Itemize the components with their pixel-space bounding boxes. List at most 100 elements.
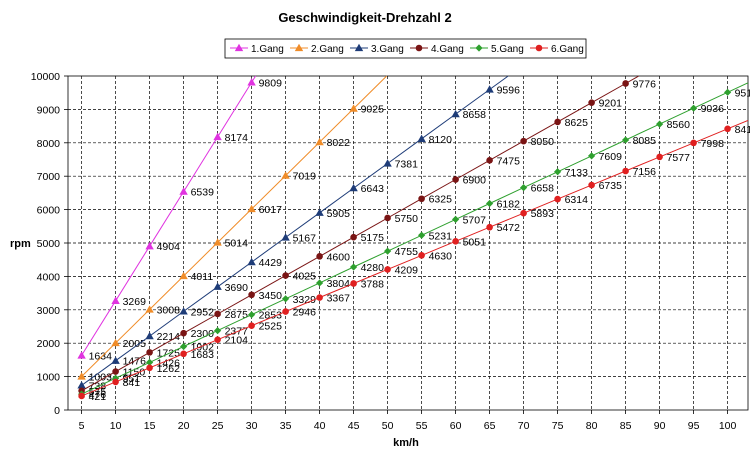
data-point [112, 374, 120, 382]
x-tick-label: 75 [552, 420, 564, 432]
data-point [180, 350, 187, 358]
data-point [486, 157, 493, 164]
x-axis: 5 10 15 20 25 30 35 40 45 50 55 60 65 70 75 80 85 90 95 100 [79, 410, 737, 432]
data-point [247, 204, 256, 213]
data-label: 4011 [191, 271, 214, 283]
data-point [384, 214, 391, 222]
data-label: 9596 [497, 84, 521, 96]
data-point [588, 152, 596, 160]
y-tick-label: 0 [54, 405, 60, 417]
data-label: 8625 [565, 117, 589, 129]
data-point [622, 80, 629, 87]
data-label: 4280 [361, 262, 385, 274]
data-point [554, 118, 561, 126]
data-point [520, 209, 527, 217]
legend-item-2.Gang: 2.Gang [290, 43, 344, 55]
data-label: 7609 [599, 151, 623, 163]
data-label: 4904 [157, 241, 181, 253]
x-tick-label: 85 [620, 420, 632, 432]
x-tick-label: 50 [382, 420, 394, 432]
legend-box [224, 38, 587, 59]
x-tick-label: 15 [144, 420, 156, 432]
data-label: 841 [123, 377, 141, 389]
data-label: 5051 [463, 236, 487, 248]
data-point [690, 104, 698, 112]
data-point [145, 242, 154, 250]
data-label: 1426 [157, 357, 181, 369]
data-point [179, 307, 188, 315]
data-label: 2300 [191, 328, 215, 340]
series-line [81, 75, 388, 377]
series-5.Gang: 4769511426190223772853332938044280475552… [78, 82, 750, 401]
y-tick-label: 2000 [37, 338, 61, 350]
data-point [349, 183, 358, 192]
data-point [247, 257, 256, 266]
x-tick-label: 5 [79, 420, 85, 432]
x-axis-title: km/h [393, 437, 419, 449]
x-tick-label: 55 [416, 420, 428, 432]
x-tick-label: 20 [178, 420, 190, 432]
data-point [622, 167, 629, 175]
data-point [588, 181, 595, 189]
data-point [690, 139, 697, 147]
data-point [316, 253, 323, 260]
data-point [554, 195, 561, 203]
legend: 1.Gang 2.Gang 3.Gang 4.Gang 5.Gang 6.Gang [224, 38, 587, 59]
x-tick-label: 95 [688, 420, 700, 432]
data-label: 8022 [327, 137, 351, 149]
y-tick-label: 5000 [37, 238, 61, 250]
x-tick-label: 25 [212, 420, 224, 432]
data-point [281, 171, 290, 179]
data-point [282, 272, 289, 279]
data-label: 6539 [191, 187, 215, 199]
data-label: 3804 [327, 278, 351, 290]
x-tick-label: 100 [719, 420, 737, 432]
data-point [485, 85, 494, 93]
data-point [350, 233, 357, 241]
data-point [724, 125, 731, 133]
legend-label: 5.Gang [491, 44, 524, 55]
legend-label: 2.Gang [311, 44, 344, 55]
x-tick-label: 60 [450, 420, 462, 432]
data-label: 7998 [701, 138, 725, 150]
data-label: 2875 [225, 309, 249, 321]
data-label: 7381 [395, 158, 419, 170]
data-point [146, 349, 153, 356]
x-tick-label: 35 [280, 420, 292, 432]
data-point [656, 153, 663, 161]
data-label: 3329 [293, 294, 317, 306]
data-label: 6643 [361, 183, 385, 195]
data-point [78, 392, 85, 400]
data-point [588, 99, 595, 106]
data-point [180, 342, 188, 351]
x-tick-label: 45 [348, 420, 360, 432]
series-3.Gang: 7381476221429523690442951675905664373818… [77, 75, 521, 392]
y-tick-label: 9000 [37, 104, 61, 116]
data-point [520, 137, 527, 145]
data-label: 9809 [259, 77, 283, 89]
data-label: 5893 [531, 208, 555, 220]
data-label: 7577 [667, 152, 691, 164]
data-point [724, 88, 732, 96]
series-6.Gang: 421 841 1262 1683 2104 2525 2946 3367 3788 4209 46… [78, 119, 750, 403]
data-label: 3008 [157, 305, 181, 317]
data-label: 3367 [327, 293, 351, 305]
data-point [112, 378, 119, 386]
data-point [77, 372, 86, 380]
data-point [214, 327, 222, 335]
data-point [452, 237, 459, 245]
data-label: 7475 [497, 155, 521, 167]
x-tick-label: 65 [484, 420, 496, 432]
x-tick-label: 90 [654, 420, 666, 432]
data-point [248, 291, 255, 299]
data-label: 2952 [191, 306, 215, 318]
y-tick-label: 10000 [31, 71, 60, 83]
data-label: 9201 [599, 98, 623, 110]
legend-label: 4.Gang [431, 44, 464, 55]
data-label: 3690 [225, 282, 249, 294]
data-point [111, 338, 120, 347]
data-label: 8560 [667, 119, 691, 131]
y-tick-label: 1000 [37, 372, 61, 384]
data-label: 476 [89, 389, 107, 401]
data-label: 8085 [633, 135, 657, 147]
